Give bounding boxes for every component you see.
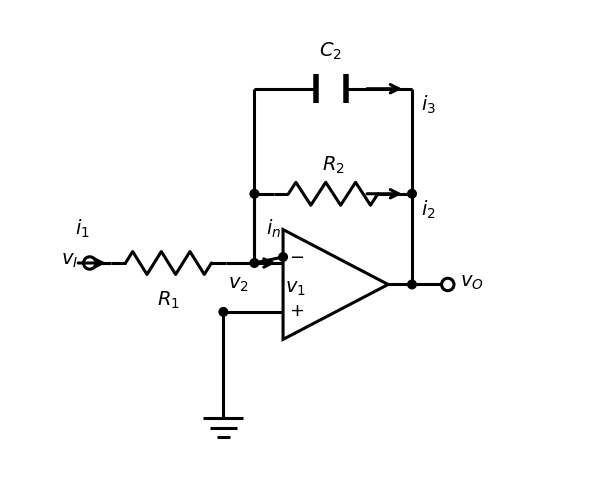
Text: $i_1$: $i_1$ bbox=[75, 218, 90, 240]
Text: $i_2$: $i_2$ bbox=[421, 199, 435, 221]
Text: $C_2$: $C_2$ bbox=[319, 41, 342, 62]
Circle shape bbox=[278, 253, 287, 261]
Text: $v_1$: $v_1$ bbox=[286, 279, 306, 298]
Text: $v_O$: $v_O$ bbox=[460, 272, 483, 292]
Text: $+$: $+$ bbox=[289, 302, 304, 320]
Circle shape bbox=[250, 259, 258, 267]
Circle shape bbox=[250, 189, 258, 198]
Circle shape bbox=[219, 308, 228, 316]
Circle shape bbox=[408, 280, 417, 289]
Text: $i_3$: $i_3$ bbox=[421, 94, 435, 116]
Circle shape bbox=[408, 189, 417, 198]
Text: $-$: $-$ bbox=[289, 247, 304, 265]
Text: $R_1$: $R_1$ bbox=[157, 289, 180, 311]
Text: $R_2$: $R_2$ bbox=[322, 154, 345, 176]
Text: $v_I$: $v_I$ bbox=[61, 251, 78, 270]
Text: $i_n$: $i_n$ bbox=[266, 218, 281, 240]
Text: $v_2$: $v_2$ bbox=[228, 275, 249, 294]
